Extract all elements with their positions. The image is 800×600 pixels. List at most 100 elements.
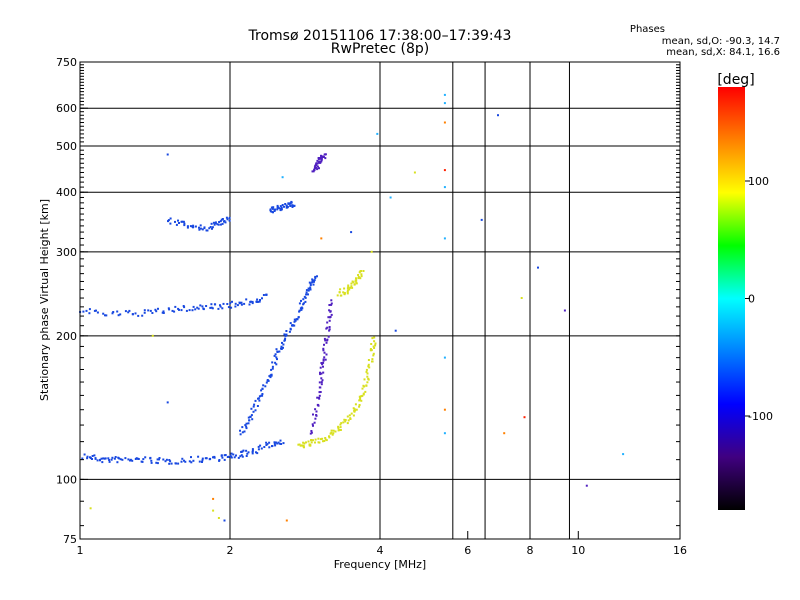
data-point xyxy=(201,228,204,231)
data-point xyxy=(355,281,358,284)
data-point xyxy=(349,286,352,289)
data-point xyxy=(353,283,356,286)
data-point xyxy=(350,282,353,285)
data-point xyxy=(135,457,138,460)
data-point xyxy=(366,372,369,375)
data-point xyxy=(336,294,339,297)
data-point xyxy=(346,422,349,425)
data-point xyxy=(221,456,224,459)
x-tick-label: 2 xyxy=(227,544,234,557)
data-point xyxy=(366,381,369,384)
data-point xyxy=(352,414,355,417)
data-point xyxy=(226,303,229,305)
data-point xyxy=(319,386,322,389)
x-tick-label: 16 xyxy=(673,544,687,557)
data-point xyxy=(158,457,161,459)
data-point xyxy=(105,314,108,317)
data-point xyxy=(257,300,260,303)
data-point xyxy=(247,416,250,419)
data-point xyxy=(343,287,346,290)
data-point xyxy=(307,440,310,443)
data-point xyxy=(328,309,331,312)
data-point xyxy=(320,157,323,160)
data-point xyxy=(324,437,327,439)
data-point xyxy=(443,121,446,124)
data-point xyxy=(305,289,308,292)
data-point xyxy=(340,294,343,297)
data-point xyxy=(370,250,373,253)
data-point xyxy=(260,389,263,392)
data-point xyxy=(357,274,360,276)
data-point xyxy=(169,217,172,220)
data-point xyxy=(346,290,349,293)
data-point xyxy=(251,300,254,303)
data-point xyxy=(313,280,315,283)
data-point xyxy=(280,443,283,445)
data-point xyxy=(320,383,323,386)
data-point xyxy=(128,309,131,312)
data-point xyxy=(327,335,330,338)
data-point xyxy=(202,308,205,311)
data-point xyxy=(222,302,225,305)
data-point xyxy=(86,455,89,458)
data-point xyxy=(328,326,331,328)
data-point xyxy=(171,309,174,312)
data-point xyxy=(350,412,353,415)
data-point xyxy=(282,442,285,445)
data-point xyxy=(117,314,120,317)
data-point xyxy=(252,405,255,408)
data-point xyxy=(149,309,152,312)
data-point xyxy=(314,438,317,441)
y-tick-label: 100 xyxy=(56,473,77,486)
data-point xyxy=(218,459,221,461)
data-point xyxy=(319,161,321,164)
data-point xyxy=(256,405,259,407)
data-point xyxy=(177,462,180,465)
data-point xyxy=(107,457,110,460)
data-point xyxy=(334,430,337,433)
data-point xyxy=(241,426,244,429)
data-point xyxy=(340,422,343,425)
y-tick-label: 600 xyxy=(56,102,77,115)
data-point xyxy=(373,340,376,343)
data-point xyxy=(213,223,216,226)
data-point xyxy=(143,309,146,312)
data-point xyxy=(354,409,357,412)
data-point xyxy=(223,220,226,223)
data-point xyxy=(319,373,322,376)
data-point xyxy=(212,509,215,512)
data-point xyxy=(251,448,254,451)
data-point xyxy=(274,353,277,356)
data-point xyxy=(318,160,321,163)
data-point xyxy=(282,346,284,349)
data-point xyxy=(322,347,325,350)
data-point xyxy=(288,330,291,333)
data-point xyxy=(239,429,241,432)
data-point xyxy=(303,446,305,449)
data-point xyxy=(371,337,374,340)
data-point xyxy=(309,288,312,291)
data-point xyxy=(307,293,309,296)
data-point xyxy=(277,441,280,444)
data-point xyxy=(261,387,264,390)
data-point xyxy=(329,310,332,313)
y-tick-label: 500 xyxy=(56,140,77,153)
data-point xyxy=(249,415,252,418)
data-point xyxy=(279,205,282,208)
data-point xyxy=(113,457,116,460)
data-point xyxy=(319,391,322,393)
data-point xyxy=(371,360,374,363)
data-point xyxy=(317,404,320,407)
data-point xyxy=(307,289,310,292)
data-point xyxy=(281,204,284,206)
data-point xyxy=(365,384,368,387)
data-point xyxy=(346,415,349,418)
data-point xyxy=(321,363,324,366)
data-point xyxy=(204,457,207,460)
data-point xyxy=(108,460,111,463)
data-point xyxy=(245,298,248,301)
data-point xyxy=(110,458,113,461)
data-point xyxy=(313,168,316,171)
data-point xyxy=(209,306,212,309)
data-point xyxy=(283,205,285,208)
